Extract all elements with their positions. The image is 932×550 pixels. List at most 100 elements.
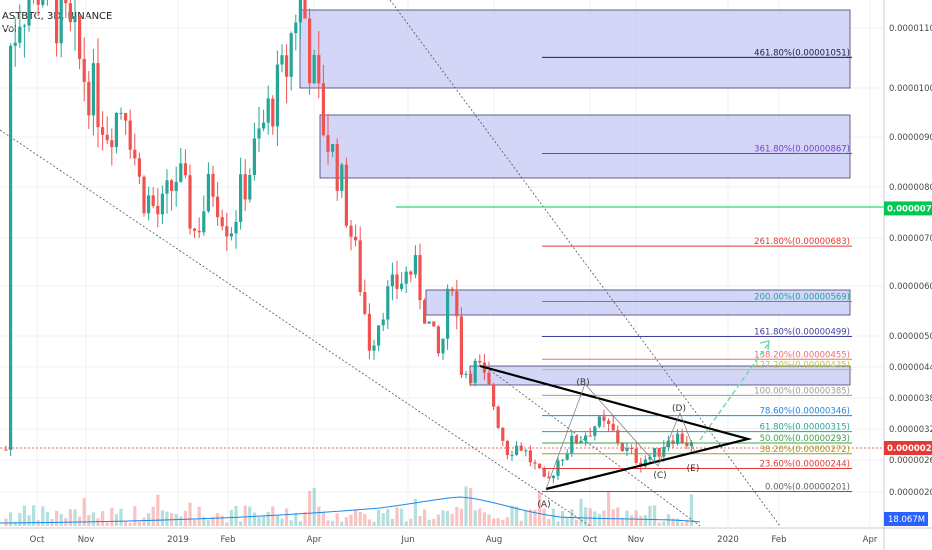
candle-body [202, 211, 206, 233]
volume-bar [239, 521, 243, 526]
candle-body [450, 288, 454, 292]
time-tick-label: Apr [863, 535, 878, 545]
volume-bar [308, 490, 312, 526]
volume-bar [68, 509, 72, 526]
volume-bar [193, 519, 197, 526]
price-axis[interactable]: 0.00001100 0.00001000 0.00000900 0.00000800… [883, 0, 932, 550]
candle-body [588, 435, 592, 437]
candle-body [82, 58, 86, 82]
volume-bar [280, 518, 284, 526]
candle-body [519, 445, 523, 451]
volume-bar [262, 515, 266, 526]
volume-bar [321, 511, 325, 526]
candle-body [114, 113, 118, 148]
candle-body [469, 373, 473, 383]
volume-bar [510, 505, 514, 526]
volume-bar [436, 514, 440, 526]
candle-body [308, 18, 312, 84]
volume-bar [643, 514, 647, 526]
triangle-outline [479, 364, 753, 491]
volume-bar [653, 505, 657, 526]
candle-body [666, 440, 670, 448]
candle-body [634, 448, 638, 463]
volume-bar [257, 516, 261, 526]
candle-body [455, 291, 459, 317]
candle-body [220, 217, 224, 227]
volume-bar [142, 517, 146, 526]
candle-body [211, 173, 215, 197]
candle-body [124, 112, 128, 121]
candle-body [96, 63, 100, 128]
volume-bar [492, 518, 496, 526]
candle-body [303, 0, 307, 19]
volume-bar [234, 505, 238, 526]
volume-bar [625, 510, 629, 526]
candle-body [579, 440, 583, 444]
candle-body [289, 33, 293, 77]
candle-body [110, 140, 114, 148]
volume-bar [340, 521, 344, 526]
candle-body [64, 0, 68, 4]
candle-body [294, 22, 298, 34]
candle-body [625, 448, 629, 451]
candle-body [689, 442, 693, 447]
volume-bar [386, 509, 390, 526]
candle-body [354, 236, 358, 241]
volume-bar [620, 517, 624, 526]
candle-body [358, 240, 362, 293]
candle-body [275, 64, 279, 127]
wave-label: (E) [687, 464, 700, 474]
volume-bar [229, 509, 233, 526]
triangle-pattern: (A) (B) (C) (D) (E) [479, 340, 770, 510]
volume-bar [216, 513, 220, 526]
candle-body [87, 81, 91, 116]
volume-ma-line [0, 496, 701, 524]
candle-body [597, 416, 601, 427]
volume-bar [400, 508, 404, 526]
volume-bar [266, 512, 270, 526]
candle-body [680, 433, 684, 444]
candle-body [9, 45, 13, 450]
volume-bar [455, 506, 459, 526]
candle-body [243, 174, 247, 200]
time-axis[interactable]: Oct Nov 2019 Feb Apr Jun Aug Oct Nov 2020 Feb Apr [0, 527, 932, 545]
volume-bar [648, 506, 652, 526]
volume-bar [574, 519, 578, 526]
volume-bar [473, 510, 477, 526]
time-tick-label: Oct [30, 535, 45, 545]
volume-bar [556, 521, 560, 526]
volume-bar [13, 521, 17, 526]
volume-bar [119, 508, 123, 526]
candle-body [390, 274, 394, 287]
volume-bar [36, 520, 40, 526]
candle-body [101, 127, 105, 135]
candle-body [326, 135, 330, 152]
current-price-badge [884, 441, 932, 455]
volume-bar [82, 498, 86, 526]
candle-body [59, 0, 63, 44]
fib-extension: 461.80%(0.00001051) 361.80%(0.00000867) 26… [542, 48, 852, 492]
volume-bar [427, 519, 431, 526]
candle-body [312, 54, 316, 84]
volume-bar [105, 522, 109, 526]
fib-level-label: 261.80%(0.00000683) [754, 237, 850, 247]
volume-bar [96, 518, 100, 526]
candle-body [280, 55, 284, 65]
volume-bar [432, 518, 436, 526]
volume-bar [151, 506, 155, 526]
volume-bar [662, 521, 666, 526]
candle-body [524, 450, 528, 452]
volume-bar [409, 518, 413, 526]
candle-body [340, 164, 344, 191]
volume-bar [630, 515, 634, 526]
candle-body [18, 26, 22, 43]
volume-bar [41, 506, 45, 526]
candle-body [657, 448, 661, 457]
alert-price-label: 0.00000758 [887, 204, 932, 214]
volume-bar [303, 511, 307, 526]
supply-zone [319, 114, 851, 179]
candle-body [505, 440, 509, 456]
volume-bar [179, 516, 183, 526]
volume-bar [101, 511, 105, 526]
